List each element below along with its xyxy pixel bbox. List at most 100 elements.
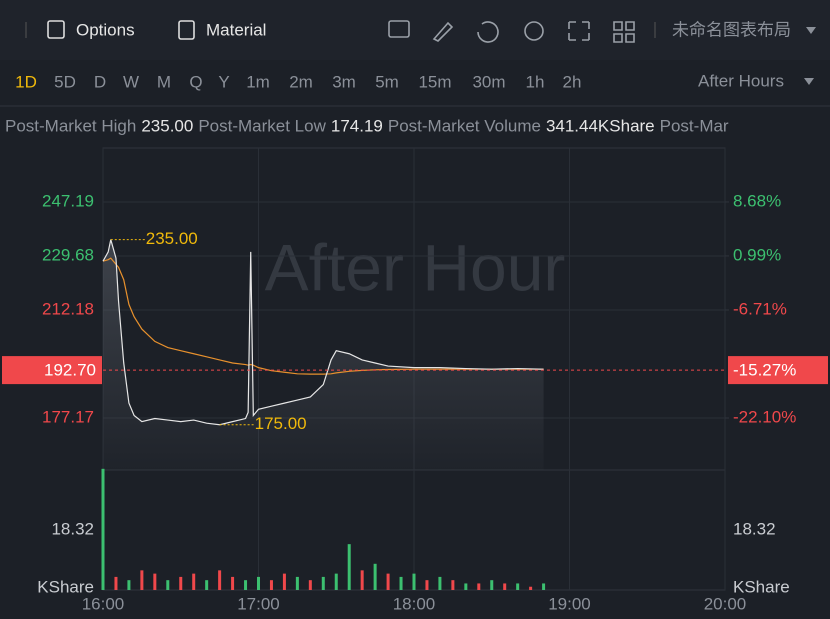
volume-tick-label-right: 18.32 [733, 519, 776, 538]
toolbar-icons [388, 20, 635, 43]
volume-bar [231, 576, 235, 590]
volume-bar [308, 580, 312, 590]
volume-bar [321, 576, 325, 590]
volume-bar [516, 583, 520, 590]
fullscreen-icon[interactable] [568, 21, 590, 41]
volume-bar [205, 580, 209, 590]
last-change-label: -15.27% [733, 361, 796, 380]
indicator-icon[interactable] [388, 20, 410, 38]
y2-tick-label: 0.99% [733, 245, 781, 264]
last-price-label: 192.70 [44, 361, 96, 380]
volume-bar [179, 576, 183, 590]
volume-bar [166, 580, 170, 590]
y2-tick-label: 8.68% [733, 191, 781, 210]
timeframe-button[interactable]: 2m [289, 72, 313, 91]
volume-bar [464, 583, 468, 590]
dropdown-arrow [806, 27, 816, 34]
stats-row: Post-Market High 235.00 Post-Market Low 174… [5, 116, 729, 135]
volume-bar [192, 573, 196, 590]
toolbar [0, 0, 830, 60]
annotation-label: 175.00 [255, 414, 307, 433]
timeframe-button[interactable]: Q [189, 72, 202, 91]
volume-bar [477, 583, 481, 590]
timeframe-button[interactable]: 5m [375, 72, 399, 91]
volume-tick-label: 18.32 [51, 519, 94, 538]
volume-bar [360, 570, 364, 590]
price-area [103, 239, 544, 470]
dropdown-arrow [804, 78, 814, 85]
material-button[interactable]: Material [206, 20, 266, 39]
timeframe-button[interactable]: 1D [15, 72, 37, 91]
options-button[interactable]: Options [76, 20, 135, 39]
stat-label: Post-Market Low [198, 116, 326, 135]
timeframe-button[interactable]: 1h [526, 72, 545, 91]
price-line [102, 239, 544, 426]
x-tick-label: 19:00 [548, 594, 591, 613]
timeframes: 1D 5D D W M Q Y 1m 2m 3m 5m 15m 30m 1h 2h [15, 72, 581, 91]
y-tick-label: 212.18 [42, 299, 94, 318]
timeframe-button[interactable]: M [157, 72, 171, 91]
volume-bar [386, 573, 390, 590]
timeframe-button[interactable]: Y [218, 72, 229, 91]
y-tick-label: 247.19 [42, 191, 94, 210]
volume-bar [218, 570, 222, 590]
reset-icon[interactable] [477, 21, 499, 43]
y2-tick-label: -6.71% [733, 299, 787, 318]
options-icon[interactable] [47, 20, 65, 39]
volume-bar [347, 544, 351, 590]
volume-bar [399, 576, 403, 590]
volume-bar [101, 468, 105, 590]
volume-tick-label: KShare [37, 577, 94, 596]
volume-tick-label-right: KShare [733, 577, 790, 596]
watermark: After Hour [265, 230, 566, 304]
x-tick-label: 16:00 [82, 594, 125, 613]
material-icon[interactable] [178, 20, 195, 40]
volume-bar [451, 580, 455, 590]
volume-bar [542, 583, 546, 590]
volume-bar [529, 586, 533, 590]
volume-bar [425, 580, 429, 590]
layout-icon[interactable] [613, 21, 635, 43]
volume-bar [153, 573, 157, 590]
stat-label: Post-Market Volume [388, 116, 541, 135]
x-tick-label: 18:00 [393, 594, 436, 613]
session-select[interactable]: After Hours [698, 71, 784, 90]
stat-value: 174.19 [331, 116, 383, 135]
timeframe-button[interactable]: 2h [563, 72, 582, 91]
last-price-badge [2, 356, 102, 385]
stat-value: 341.44KShare [546, 116, 655, 135]
stat-label: Post-Mar [660, 116, 729, 135]
timeframe-button[interactable]: 5D [54, 72, 76, 91]
volume-bar [114, 576, 118, 590]
volume-bar [438, 576, 442, 590]
timeframe-button[interactable]: D [94, 72, 106, 91]
volume-bar [490, 580, 494, 590]
timeframe-button[interactable]: 30m [472, 72, 505, 91]
last-change-badge [728, 356, 828, 385]
volume-bar [412, 573, 416, 590]
y-tick-label: 229.68 [42, 245, 94, 264]
volume-bar [244, 580, 248, 590]
volume-bar [295, 576, 299, 590]
volume-bar [503, 583, 507, 590]
annotation-label: 235.00 [146, 229, 198, 248]
volume-bar [140, 570, 144, 590]
x-tick-label: 17:00 [237, 594, 280, 613]
volume-bar [269, 580, 273, 590]
volume-bar [334, 573, 338, 590]
settings-icon[interactable] [524, 21, 544, 41]
layout-name[interactable]: 未命名图表布局 [672, 20, 791, 39]
timeframe-button[interactable]: 1m [246, 72, 270, 91]
volume-bar [282, 573, 286, 590]
stat-label: Post-Market High [5, 116, 136, 135]
stat-value: 235.00 [141, 116, 193, 135]
x-tick-label: 20:00 [704, 594, 747, 613]
volume-bar [257, 576, 260, 590]
timeframe-button[interactable]: W [123, 72, 139, 91]
timeframe-button[interactable]: 3m [332, 72, 356, 91]
draw-icon[interactable] [432, 21, 454, 42]
timeframe-button[interactable]: 15m [418, 72, 451, 91]
y-tick-label: 177.17 [42, 407, 94, 426]
